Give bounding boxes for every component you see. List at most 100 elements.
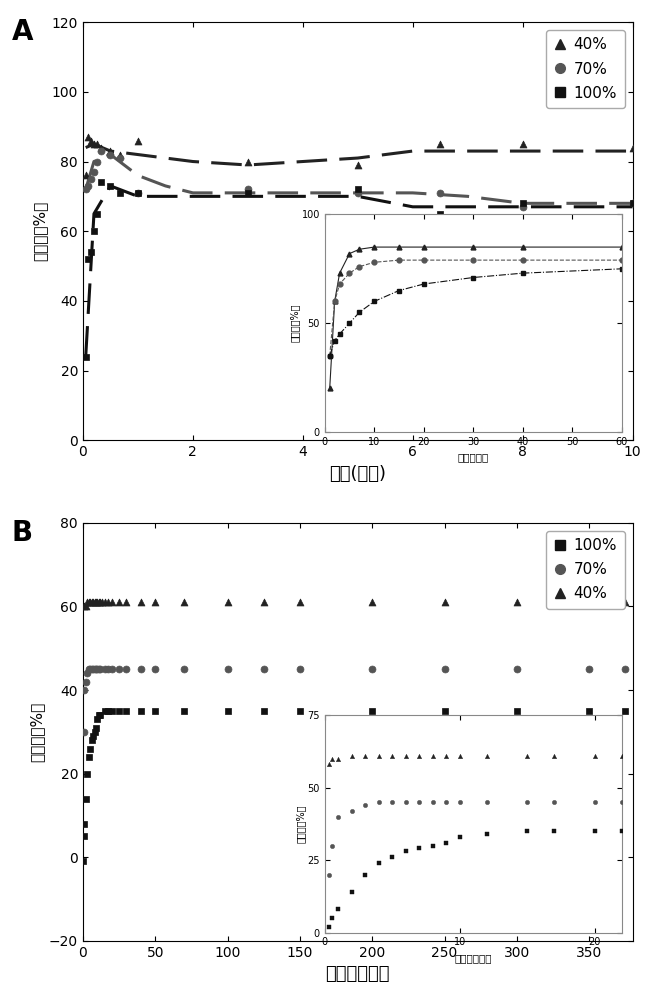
- Point: [84, 661, 94, 677]
- Point: [511, 703, 522, 719]
- Point: [584, 703, 594, 719]
- Text: B: B: [12, 519, 33, 547]
- Point: [136, 703, 146, 719]
- Point: [83, 251, 93, 267]
- Point: [78, 853, 88, 869]
- Point: [222, 661, 233, 677]
- Point: [96, 174, 107, 190]
- Point: [92, 711, 103, 727]
- Point: [79, 816, 89, 832]
- Point: [440, 594, 450, 610]
- Point: [102, 661, 113, 677]
- Point: [82, 766, 93, 782]
- Point: [91, 206, 102, 222]
- Point: [86, 594, 97, 610]
- Point: [353, 181, 363, 197]
- Point: [82, 594, 93, 610]
- Point: [86, 244, 97, 260]
- Point: [89, 594, 100, 610]
- Point: [80, 167, 91, 183]
- Point: [86, 661, 97, 677]
- Point: [86, 732, 97, 748]
- Point: [627, 195, 638, 211]
- Point: [89, 223, 99, 239]
- Point: [99, 703, 110, 719]
- Point: [367, 594, 378, 610]
- Point: [114, 185, 125, 201]
- Point: [91, 154, 102, 170]
- Point: [114, 661, 124, 677]
- Point: [435, 136, 445, 152]
- Point: [102, 594, 113, 610]
- Point: [86, 133, 97, 149]
- Point: [179, 594, 190, 610]
- Point: [91, 720, 101, 736]
- Point: [435, 206, 445, 222]
- Point: [88, 594, 98, 610]
- Point: [78, 724, 89, 740]
- Point: [259, 594, 269, 610]
- Point: [222, 594, 233, 610]
- Point: [259, 661, 269, 677]
- Point: [511, 594, 522, 610]
- Point: [79, 682, 89, 698]
- Point: [88, 661, 98, 677]
- Point: [96, 143, 107, 159]
- X-axis label: 时间(分钟): 时间(分钟): [329, 465, 386, 483]
- Point: [353, 185, 363, 201]
- Point: [102, 703, 113, 719]
- Point: [91, 594, 101, 610]
- Legend: 100%, 70%, 40%: 100%, 70%, 40%: [546, 530, 625, 609]
- Point: [91, 136, 102, 152]
- Text: A: A: [12, 18, 33, 46]
- Point: [83, 129, 93, 145]
- Point: [620, 594, 630, 610]
- Point: [85, 741, 95, 757]
- Point: [295, 594, 305, 610]
- Point: [133, 185, 143, 201]
- Point: [83, 178, 93, 194]
- Point: [511, 661, 522, 677]
- Point: [517, 195, 528, 211]
- Point: [95, 661, 105, 677]
- Point: [85, 661, 95, 677]
- Point: [107, 703, 117, 719]
- Point: [79, 598, 89, 614]
- Point: [114, 703, 124, 719]
- Point: [80, 674, 91, 690]
- Point: [620, 661, 630, 677]
- Point: [89, 136, 99, 152]
- Point: [84, 594, 94, 610]
- Point: [80, 349, 91, 365]
- X-axis label: 时间（小时）: 时间（小时）: [326, 965, 390, 983]
- Point: [80, 598, 91, 614]
- Point: [114, 594, 124, 610]
- Point: [243, 185, 253, 201]
- Point: [107, 594, 117, 610]
- Point: [136, 661, 146, 677]
- Point: [84, 749, 94, 765]
- Point: [99, 594, 110, 610]
- Point: [93, 707, 104, 723]
- Point: [353, 157, 363, 173]
- Point: [517, 136, 528, 152]
- Point: [89, 724, 100, 740]
- Point: [367, 661, 378, 677]
- Point: [440, 661, 450, 677]
- Point: [96, 140, 107, 156]
- Point: [107, 661, 117, 677]
- Point: [150, 661, 161, 677]
- Point: [243, 181, 253, 197]
- Point: [80, 181, 91, 197]
- Point: [133, 133, 143, 149]
- Point: [95, 707, 105, 723]
- Point: [150, 594, 161, 610]
- Point: [82, 665, 93, 681]
- Point: [91, 661, 101, 677]
- Point: [222, 703, 233, 719]
- Point: [435, 185, 445, 201]
- Point: [620, 703, 630, 719]
- Point: [584, 594, 594, 610]
- Point: [93, 594, 104, 610]
- Point: [259, 703, 269, 719]
